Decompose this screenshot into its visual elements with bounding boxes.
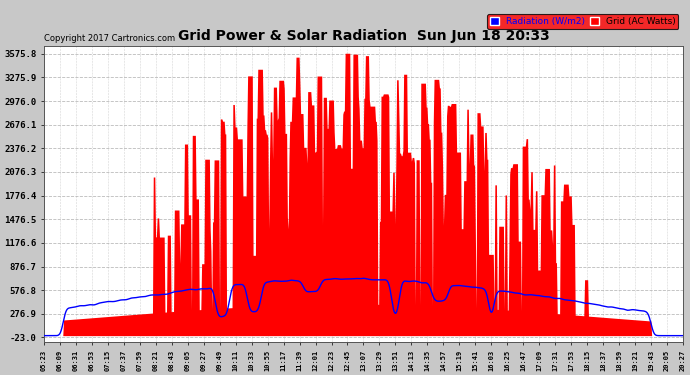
Text: Copyright 2017 Cartronics.com: Copyright 2017 Cartronics.com [44, 34, 175, 43]
Legend: Radiation (W/m2), Grid (AC Watts): Radiation (W/m2), Grid (AC Watts) [487, 15, 678, 29]
Title: Grid Power & Solar Radiation  Sun Jun 18 20:33: Grid Power & Solar Radiation Sun Jun 18 … [177, 29, 549, 43]
